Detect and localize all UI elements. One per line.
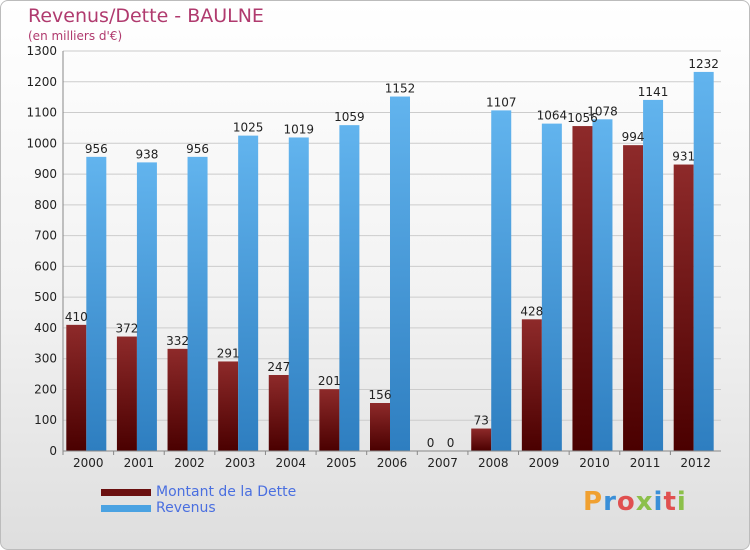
legend-label-debt: Montant de la Dette [156,484,297,500]
logo-letter: t [663,487,677,517]
x-tick-label: 2003 [225,456,256,470]
y-tick-label: 600 [34,259,57,273]
logo-letter: P [583,487,604,517]
data-label-revenue: 1025 [233,121,264,135]
bar-revenue [238,135,259,451]
y-tick-label: 1000 [26,136,57,150]
data-label-revenue: 0 [447,436,455,450]
bar-debt [471,428,492,451]
bar-debt [572,126,593,452]
bar-layer [66,71,714,452]
bar-revenue [541,123,562,451]
y-tick-label: 300 [34,352,57,366]
bar-debt [218,361,239,451]
data-label-debt: 1056 [567,111,598,125]
y-tick-label: 800 [34,198,57,212]
data-label-debt: 156 [369,388,392,402]
data-label-revenue: 1152 [385,82,416,96]
proxiti-logo: Proxiti [583,487,687,517]
bar-revenue [86,156,107,451]
label-layer: 410 956 372 938 332 956 291 1025 247 1019 201 1059 1… [65,57,719,450]
data-label-revenue: 1141 [638,85,669,99]
data-label-debt: 201 [318,374,341,388]
bar-revenue [390,96,410,452]
bar-revenue [592,119,613,452]
x-tick-label: 2012 [680,456,711,470]
x-tick-label: 2000 [73,456,104,470]
data-label-revenue: 1019 [283,122,314,136]
y-tick-label: 200 [34,382,57,396]
legend-swatch-debt [101,489,151,496]
y-tick-label: 500 [34,290,57,304]
data-label-debt: 332 [166,334,189,348]
data-label-revenue: 1107 [486,95,517,109]
x-tick-label: 2007 [427,456,458,470]
legend-swatch-revenue [101,505,151,512]
y-tick-label: 0 [49,444,57,458]
y-tick-label: 100 [34,413,57,427]
x-tick-label: 2006 [377,456,408,470]
x-tick-label: 2004 [275,456,306,470]
x-tick-label: 2008 [478,456,509,470]
bar-debt [116,336,137,451]
bar-revenue [187,156,208,451]
data-label-debt: 291 [217,346,240,360]
x-tick-label: 2001 [124,456,155,470]
data-label-revenue: 1232 [688,57,719,71]
y-tick-label: 900 [34,167,57,181]
y-tick-label: 700 [34,229,57,243]
bar-debt [623,145,644,451]
bar-revenue [693,71,714,451]
x-tick-label: 2009 [529,456,560,470]
data-label-revenue: 1064 [537,109,568,123]
bar-debt [66,324,87,451]
data-label-revenue: 956 [186,142,209,156]
y-tick-label: 1200 [26,75,57,89]
data-label-debt: 73 [474,414,489,428]
bar-debt [268,375,289,451]
y-tick-label: 1300 [26,44,57,58]
y-tick-label: 400 [34,321,57,335]
bar-revenue [288,137,309,451]
data-label-revenue: 938 [135,147,158,161]
bar-revenue [643,99,664,451]
logo-letter: r [603,487,617,517]
data-label-debt: 410 [65,310,88,324]
y-tick-label: 1100 [26,106,57,120]
logo-letter: x [635,487,654,517]
logo-letter: o [616,487,636,517]
data-label-debt: 372 [115,322,138,336]
x-tick-label: 2010 [579,456,610,470]
bar-debt [673,164,694,452]
bar-revenue [136,162,157,451]
x-tick-label: 2002 [174,456,205,470]
bar-revenue [339,125,360,452]
data-label-debt: 0 [427,436,435,450]
logo-letter: i [653,487,664,517]
x-tick-label: 2005 [326,456,357,470]
data-label-revenue: 1059 [334,110,365,124]
bar-debt [319,389,340,451]
data-label-revenue: 956 [85,142,108,156]
data-label-debt: 994 [622,130,645,144]
bar-revenue [491,110,512,451]
data-label-debt: 247 [267,360,290,374]
bar-debt [167,348,188,451]
logo-letter: i [676,487,687,517]
chart-subtitle: (en milliers d'€) [28,29,123,43]
bar-debt [370,403,390,451]
data-label-debt: 428 [520,304,543,318]
legend-label-revenue: Revenus [156,500,216,516]
data-label-revenue: 1078 [587,104,618,118]
bar-debt [521,319,542,451]
data-label-debt: 931 [672,150,695,164]
axis-layer: 0100200300400500600700800900100011001200… [26,44,721,470]
chart-title: Revenus/Dette - BAULNE [28,5,264,27]
x-tick-label: 2011 [630,456,661,470]
